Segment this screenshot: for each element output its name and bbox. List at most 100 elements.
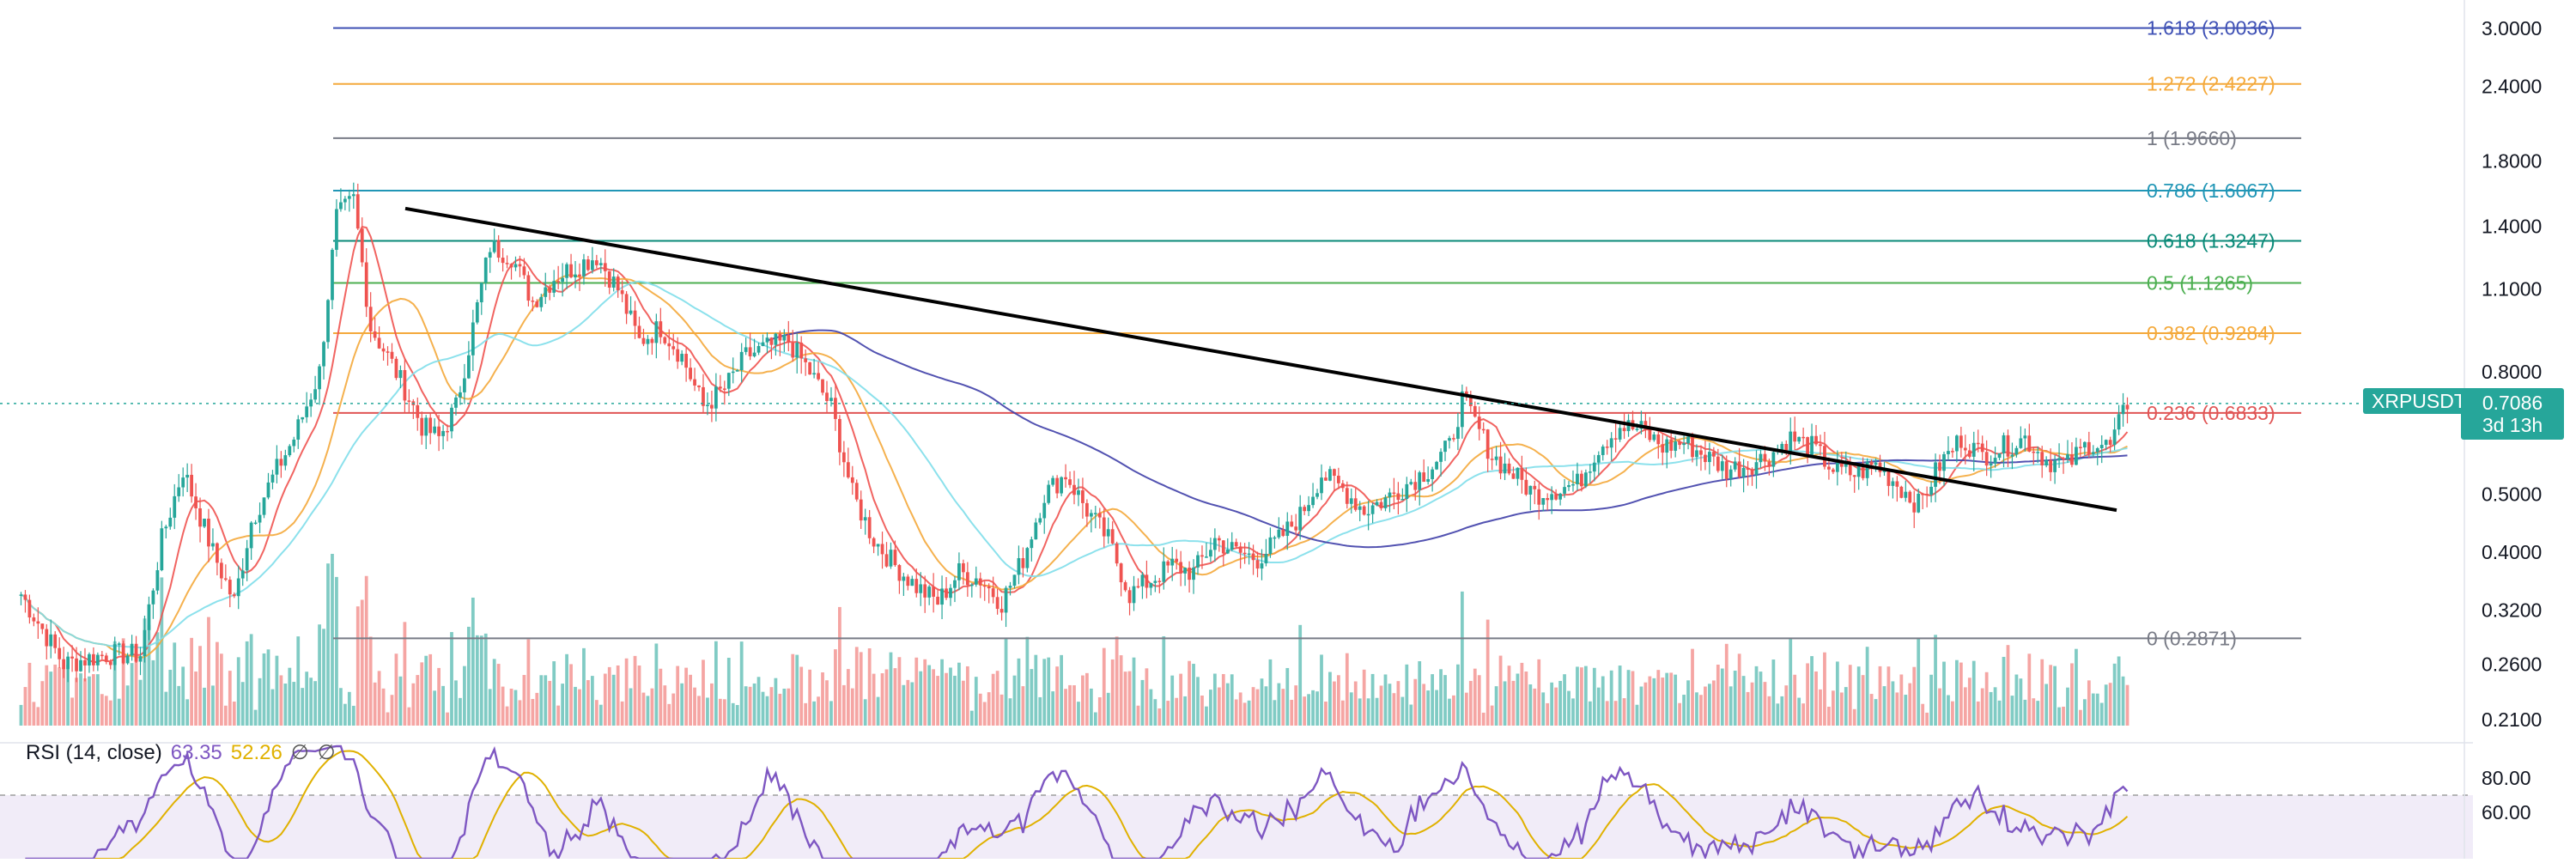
volume-bar (446, 712, 449, 726)
candle-body (1635, 428, 1639, 430)
volume-bar (1162, 635, 1166, 726)
volume-bar (1516, 673, 1520, 726)
candle-body (902, 576, 906, 581)
trendline[interactable] (0, 206, 2464, 513)
candle-body (1971, 442, 1976, 457)
candle-body (1311, 496, 1315, 506)
volume-bar (1106, 692, 1110, 726)
volume-bar (1827, 706, 1831, 726)
candle-body (1699, 450, 1703, 455)
candle-body (624, 294, 629, 314)
volume-bar (355, 606, 360, 726)
volume-bar (598, 704, 603, 726)
candle-body (249, 522, 253, 549)
volume-bar (1448, 698, 1451, 726)
volume-bar (697, 696, 701, 726)
candle-body (1183, 567, 1187, 574)
trendline-line (404, 206, 2117, 513)
volume-bar (236, 657, 240, 726)
candle-body (1861, 465, 1865, 478)
candle-body (318, 366, 321, 390)
volume-bar (1797, 697, 1801, 726)
candle-body (1925, 494, 1929, 495)
candle-body (207, 519, 210, 547)
candle-body (1264, 553, 1268, 564)
volume-bar (322, 629, 325, 726)
candle-body (446, 430, 449, 433)
volume-bar (1669, 672, 1674, 726)
volume-bar (1746, 691, 1750, 726)
volume-bar (1771, 659, 1776, 726)
candle-body (659, 321, 663, 337)
volume-bar (1997, 700, 2002, 726)
volume-bar (965, 665, 969, 726)
candle-body (104, 655, 108, 662)
candle-body (838, 418, 841, 453)
candle-body (1260, 563, 1264, 569)
volume-bar (1984, 672, 1989, 726)
volume-bar (1477, 675, 1481, 726)
hide-icon[interactable]: ∅ (290, 741, 309, 764)
candle-body (1106, 529, 1110, 537)
volume-bar (1951, 701, 1954, 726)
candle-body (1242, 552, 1247, 555)
candle-body (1503, 463, 1507, 474)
candle-body (752, 352, 756, 356)
candle-body (2066, 454, 2069, 459)
volume-bar (876, 696, 880, 726)
candle-body (531, 301, 535, 302)
candle-body (1426, 478, 1431, 483)
volume-bar (49, 672, 53, 726)
candle-body (1157, 580, 1162, 582)
price-axis[interactable]: 3.0000 2.4000 1.8000 1.4000 1.1000 0.8000 0.50… (2464, 0, 2542, 859)
volume-bar (1102, 647, 1106, 726)
candle-body (454, 397, 458, 408)
volume-bar (1618, 665, 1622, 726)
candle-body (386, 351, 390, 353)
volume-bar (488, 689, 492, 726)
fib-level-label: 0 (0.2871) (2147, 627, 2237, 649)
candle-body (1336, 476, 1340, 483)
candle-body (706, 404, 709, 407)
volume-bar (1652, 678, 1656, 726)
candle-body (1460, 391, 1464, 428)
candle-body (245, 548, 249, 571)
candle-body (1225, 550, 1230, 554)
volume-bar (999, 694, 1004, 726)
volume-bar (1832, 690, 1835, 726)
volume-bar (1413, 678, 1418, 726)
candle-body (1435, 461, 1438, 470)
volume-bar (292, 682, 296, 726)
fibonacci-levels[interactable]: 1.618 (3.0036) 1.272 (2.4227) 1 (1.9660) 0.… (333, 17, 2301, 650)
candle-body (2019, 438, 2023, 448)
candle-body (799, 343, 804, 359)
candle-body (1328, 469, 1332, 481)
volume-bar (411, 683, 416, 726)
candle-body (603, 263, 607, 271)
candle-body (1661, 444, 1665, 453)
volume-bar (1060, 654, 1063, 726)
candle-body (125, 655, 130, 664)
candle-body (373, 331, 377, 338)
volume-bar (301, 688, 305, 726)
volume-bar (2117, 656, 2121, 726)
volume-bar (953, 675, 957, 726)
candle-body (1481, 428, 1485, 431)
volume-bar (1123, 672, 1127, 726)
volume-bar (1307, 694, 1310, 726)
candle-body (151, 590, 155, 605)
candle-body (1737, 461, 1741, 477)
candle-body (1609, 438, 1613, 448)
rsi-legend[interactable]: RSI (14, close) 63.35 52.26 ∅ ∅ (26, 740, 336, 765)
candle-body (1682, 443, 1686, 446)
candle-body (722, 388, 726, 390)
candle-body (1247, 553, 1251, 556)
hide-icon[interactable]: ∅ (317, 741, 336, 764)
candle-body (1942, 453, 1946, 471)
volume-bar (335, 576, 338, 726)
candle-body (355, 194, 360, 229)
candle-body (1789, 431, 1793, 453)
volume-bar (1435, 690, 1438, 726)
